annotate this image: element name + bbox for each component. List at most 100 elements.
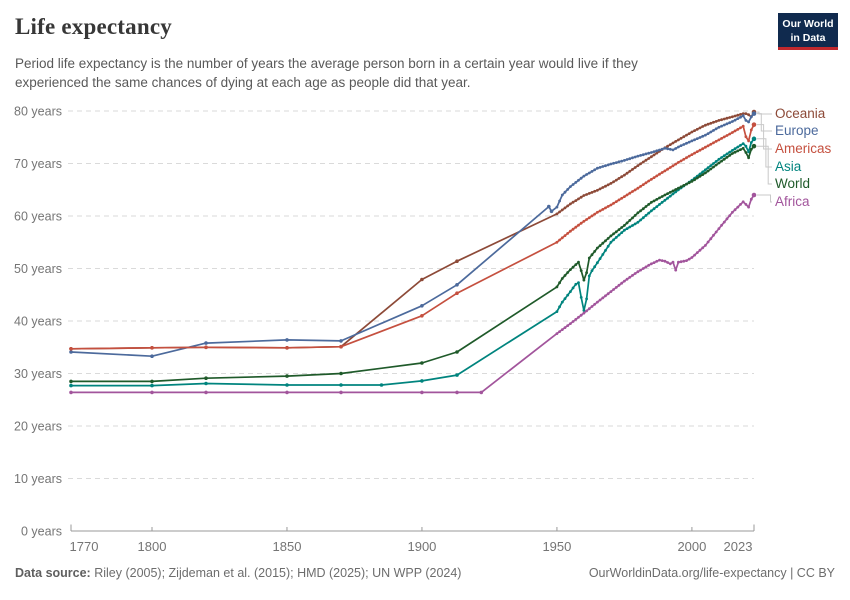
data-point-marker — [747, 120, 750, 124]
data-point-marker — [685, 259, 688, 262]
y-tick-label: 40 years — [14, 315, 62, 329]
data-point-marker — [636, 154, 640, 158]
data-point-marker — [690, 178, 694, 182]
data-point-marker — [614, 286, 618, 289]
credit-link[interactable]: OurWorldinData.org/life-expectancy | CC … — [588, 566, 835, 580]
data-point-marker — [674, 162, 678, 166]
series-line-africa[interactable] — [69, 192, 757, 395]
data-point-marker — [566, 204, 570, 208]
data-point-marker — [752, 193, 756, 197]
data-point-marker — [741, 146, 745, 150]
data-point-marker — [693, 178, 696, 182]
data-point-marker — [587, 216, 591, 220]
data-point-marker — [420, 277, 424, 282]
data-point-marker — [706, 132, 710, 136]
series-line-asia[interactable] — [69, 136, 757, 388]
data-point-marker — [641, 183, 645, 187]
data-point-marker — [150, 379, 154, 384]
legend-connector — [757, 124, 772, 150]
data-point-marker — [639, 162, 642, 166]
data-point-marker — [663, 259, 667, 263]
data-point-marker — [668, 147, 672, 151]
y-tick-label: 30 years — [14, 367, 62, 381]
data-point-marker — [666, 167, 669, 171]
owid-logo[interactable]: Our World in Data — [778, 13, 838, 50]
data-point-marker — [644, 158, 648, 162]
data-point-marker — [558, 330, 561, 333]
data-point-marker — [647, 179, 651, 183]
data-point-marker — [566, 324, 570, 327]
legend-label-oceania[interactable]: Oceania — [775, 106, 826, 121]
data-point-marker — [736, 113, 740, 117]
data-point-marker — [647, 211, 651, 215]
subtitle-line-1: Period life expectancy is the number of … — [15, 56, 638, 71]
data-point-marker — [679, 144, 683, 148]
series-line-oceania[interactable] — [69, 109, 757, 351]
data-point-marker — [706, 144, 710, 148]
data-point-marker — [628, 219, 632, 222]
data-point-marker — [722, 154, 726, 158]
data-point-marker — [671, 192, 675, 196]
series-line-world[interactable] — [69, 143, 757, 384]
data-point-marker — [725, 155, 729, 159]
data-point-marker — [747, 156, 750, 160]
data-point-marker — [731, 149, 734, 152]
data-point-marker — [693, 129, 696, 133]
data-point-marker — [585, 193, 588, 196]
data-point-marker — [339, 344, 343, 349]
legend-connector — [757, 138, 772, 168]
data-point-marker — [620, 226, 624, 229]
data-point-marker — [679, 185, 683, 189]
data-point-marker — [671, 141, 675, 145]
data-point-marker — [690, 130, 694, 134]
data-point-marker — [609, 290, 613, 293]
data-point-marker — [706, 240, 710, 244]
series-end-dot — [751, 192, 757, 198]
data-point-marker — [709, 164, 713, 168]
legend-label-asia[interactable]: Asia — [775, 159, 802, 174]
data-point-marker — [695, 174, 699, 178]
data-source-note: Data source: Riley (2005); Zijdeman et a… — [15, 566, 461, 580]
data-point-marker — [631, 190, 634, 193]
series-line-americas[interactable] — [69, 122, 757, 351]
data-point-marker — [701, 170, 705, 174]
data-point-marker — [720, 156, 723, 159]
data-point-marker — [728, 154, 732, 157]
legend-label-americas[interactable]: Americas — [775, 141, 832, 156]
legend-label-africa[interactable]: Africa — [775, 194, 810, 209]
data-point-marker — [690, 139, 694, 143]
data-point-marker — [706, 169, 710, 173]
data-point-marker — [666, 196, 669, 200]
data-point-marker — [720, 223, 723, 227]
y-tick-label: 80 years — [14, 105, 62, 119]
data-point-marker — [582, 219, 586, 223]
data-point-marker — [668, 143, 672, 147]
data-point-marker — [560, 328, 564, 331]
legend-connector — [757, 111, 772, 115]
data-point-marker — [285, 338, 289, 342]
data-point-marker — [612, 238, 615, 242]
data-point-marker — [625, 193, 629, 197]
data-point-marker — [741, 112, 745, 115]
data-point-marker — [593, 212, 597, 216]
data-point-marker — [741, 114, 745, 118]
data-point-marker — [593, 168, 597, 172]
data-point-marker — [617, 228, 621, 232]
data-point-marker — [663, 198, 667, 202]
data-point-marker — [752, 112, 756, 115]
data-point-marker — [455, 259, 459, 264]
data-point-marker — [574, 282, 578, 286]
data-point-marker — [655, 149, 659, 153]
legend-label-world[interactable]: World — [775, 176, 811, 191]
data-point-marker — [379, 383, 384, 387]
data-point-marker — [714, 163, 718, 167]
data-point-marker — [679, 136, 683, 140]
data-point-marker — [731, 210, 734, 214]
y-tick-label: 50 years — [14, 262, 62, 276]
series-line-europe[interactable] — [69, 111, 757, 359]
data-point-marker — [612, 201, 615, 205]
data-point-marker — [744, 112, 748, 115]
legend-label-europe[interactable]: Europe — [775, 123, 819, 138]
data-point-marker — [693, 151, 696, 155]
y-tick-label: 20 years — [14, 420, 62, 434]
